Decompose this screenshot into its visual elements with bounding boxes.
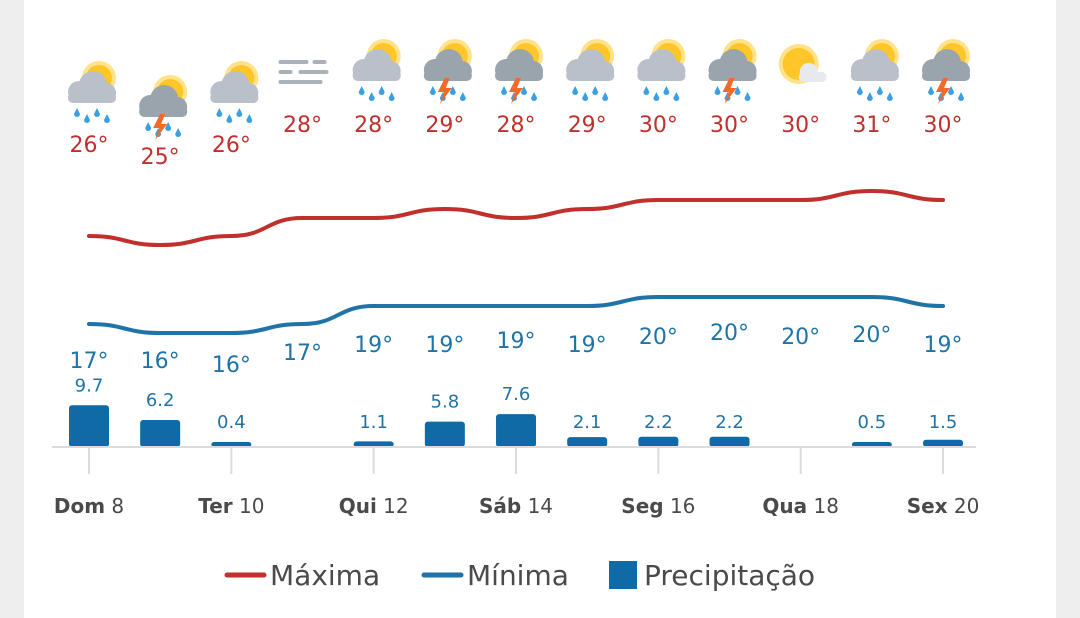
- max-temp-label: 30°: [924, 113, 963, 138]
- precip-label: 7.6: [502, 384, 531, 405]
- precip-label: 0.5: [858, 412, 887, 433]
- storm-sun-icon: [708, 39, 757, 104]
- legend-precip-label: Precipitação: [644, 559, 815, 592]
- partly-cloudy-icon: [778, 44, 827, 84]
- precip-bar: [923, 439, 964, 447]
- precip-bar: [211, 442, 252, 447]
- precip-label: 0.4: [217, 412, 246, 433]
- x-tick-label: Seg 16: [621, 494, 695, 518]
- x-tick-label: Sex 20: [907, 494, 980, 518]
- sun-cloud-rain-icon: [566, 39, 615, 101]
- min-temp-label: 19°: [568, 333, 607, 358]
- precip-label: 9.7: [75, 375, 104, 396]
- legend-max-label: Máxima: [270, 559, 380, 592]
- precip-labels: 9.7 6.2 0.4 1.1 5.8 7.6 2.1 2.2 2.2 0.5 1.5: [75, 375, 958, 433]
- max-temp-label: 31°: [852, 113, 891, 138]
- min-temp-label: 20°: [710, 321, 749, 346]
- x-axis-ticks: [88, 448, 945, 474]
- min-temp-label: 17°: [283, 341, 322, 366]
- sun-cloud-rain-icon: [637, 39, 686, 101]
- precip-bar: [638, 436, 679, 447]
- min-temp-label: 20°: [639, 325, 678, 350]
- max-temp-label: 25°: [141, 145, 180, 170]
- min-temp-label: 16°: [212, 353, 251, 378]
- max-temp-label: 26°: [70, 133, 109, 158]
- precip-bar: [496, 414, 537, 447]
- max-temp-label: 26°: [212, 133, 251, 158]
- max-temp-label: 30°: [781, 113, 820, 138]
- max-temp-label: 30°: [639, 113, 678, 138]
- precip-label: 5.8: [431, 392, 460, 413]
- min-temp-labels: 17° 16° 16° 17° 19° 19° 19° 19° 20° 20° 20° 20° 19°: [70, 321, 963, 378]
- min-temp-label: 19°: [497, 329, 536, 354]
- max-temp-label: 30°: [710, 113, 749, 138]
- min-temp-label: 20°: [852, 323, 891, 348]
- fog-icon: [278, 60, 329, 84]
- x-tick-label: Ter 10: [198, 494, 264, 518]
- min-temp-label: 17°: [70, 349, 109, 374]
- max-temp-label: 28°: [497, 113, 536, 138]
- precip-label: 1.5: [929, 412, 958, 433]
- forecast-card: 26° 25° 26° 28° 28° 29° 28° 29° 30° 30° 30° 31° 30° …: [24, 0, 1056, 618]
- precip-label: 1.1: [359, 412, 388, 433]
- precip-label: 2.2: [644, 412, 673, 433]
- forecast-chart: 26° 25° 26°28° 28° 29° 28° 29° 30° 30° 30° 31° 30° …: [52, 39, 980, 592]
- max-temp-label: 29°: [568, 113, 607, 138]
- legend-precip-swatch: [609, 561, 637, 589]
- precip-bar: [709, 436, 750, 447]
- precip-bars: [69, 405, 964, 447]
- min-temp-label: 19°: [354, 333, 393, 358]
- precip-label: 2.2: [715, 412, 744, 433]
- legend: Máxima Mínima Precipitação: [224, 559, 815, 592]
- sun-cloud-rain-icon: [210, 61, 259, 123]
- x-tick-label: Qui 12: [339, 494, 409, 518]
- sun-cloud-rain-icon: [68, 61, 116, 123]
- min-temp-label: 20°: [781, 325, 820, 350]
- min-temp-label: 19°: [924, 333, 963, 358]
- precip-label: 6.2: [146, 390, 175, 411]
- x-tick-label: Dom 8: [54, 494, 124, 518]
- x-axis-labels: Dom 8 Ter 10 Qui 12 Sáb 14 Seg 16 Qua 18 Sex 2…: [54, 494, 980, 518]
- precip-label: 2.1: [573, 412, 602, 433]
- x-tick-label: Sáb 14: [479, 494, 553, 518]
- x-tick-label: Qua 18: [762, 494, 839, 518]
- storm-sun-icon: [495, 39, 544, 104]
- legend-min-label: Mínima: [467, 559, 569, 592]
- max-temp-line: [87, 188, 946, 248]
- weather-icons: [68, 39, 971, 140]
- storm-sun-icon: [922, 39, 971, 104]
- precip-bar: [851, 442, 892, 447]
- min-temp-line: [87, 294, 946, 336]
- sun-cloud-rain-icon: [850, 39, 899, 101]
- sun-cloud-rain-icon: [352, 39, 401, 101]
- max-temp-label: 28°: [283, 113, 322, 138]
- max-temp-label: 29°: [425, 113, 464, 138]
- precip-bar: [69, 405, 109, 447]
- precip-bar: [424, 421, 465, 447]
- max-temp-label: 28°: [354, 113, 393, 138]
- storm-sun-icon: [139, 75, 188, 140]
- min-temp-label: 19°: [425, 333, 464, 358]
- precip-bar: [353, 441, 394, 447]
- precip-bar: [140, 419, 181, 447]
- precip-bar: [567, 437, 608, 447]
- storm-sun-icon: [423, 39, 472, 104]
- max-temp-labels: 26° 25° 26° 28° 28° 29° 28° 29° 30° 30° 30° 31° 30°: [70, 113, 963, 170]
- min-temp-label: 16°: [141, 349, 180, 374]
